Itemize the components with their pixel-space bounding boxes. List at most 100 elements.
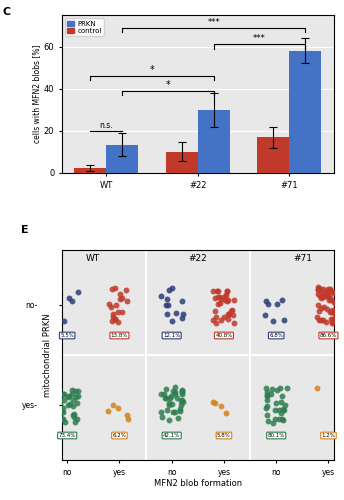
Point	[279, 392, 285, 400]
Text: 6.8%: 6.8%	[269, 333, 283, 338]
Point	[276, 415, 282, 423]
Point	[211, 398, 216, 406]
Text: 5.8%: 5.8%	[217, 433, 231, 438]
Point	[174, 309, 179, 317]
Text: 1.2%: 1.2%	[322, 433, 335, 438]
Point	[62, 418, 67, 426]
Point	[56, 318, 62, 326]
Point	[226, 316, 231, 324]
Point	[279, 414, 285, 422]
Point	[332, 309, 337, 317]
Text: *: *	[150, 65, 154, 75]
Point	[161, 390, 167, 398]
Point	[327, 308, 332, 316]
Point	[171, 408, 176, 416]
Point	[70, 390, 75, 398]
Point	[314, 384, 320, 392]
Point	[330, 316, 336, 324]
Point	[284, 384, 290, 392]
Point	[75, 288, 80, 296]
Point	[115, 404, 120, 412]
Point	[214, 286, 219, 294]
Text: 12.1%: 12.1%	[163, 333, 180, 338]
Point	[67, 392, 72, 400]
Point	[336, 312, 342, 320]
Point	[231, 319, 237, 327]
Point	[226, 310, 232, 318]
Point	[69, 386, 75, 394]
Point	[117, 295, 122, 303]
Point	[160, 413, 165, 421]
Point	[278, 408, 284, 416]
Point	[212, 307, 217, 315]
Point	[60, 408, 66, 416]
Point	[65, 392, 71, 400]
Point	[229, 306, 234, 314]
Point	[169, 284, 174, 292]
Point	[330, 318, 335, 326]
Point	[210, 316, 216, 324]
Point	[314, 312, 320, 320]
Point	[317, 292, 322, 300]
Point	[72, 413, 77, 421]
Point	[326, 287, 331, 295]
Point	[163, 386, 169, 394]
Point	[315, 284, 321, 292]
Point	[218, 316, 224, 324]
Point	[180, 314, 185, 322]
Point	[179, 388, 184, 396]
Point	[169, 392, 174, 400]
Text: yes-: yes-	[22, 400, 37, 409]
Point	[218, 295, 224, 303]
Point	[55, 404, 60, 412]
Bar	[106, 144, 138, 173]
Point	[277, 406, 282, 413]
Point	[165, 301, 170, 309]
Point	[230, 311, 235, 319]
Point	[273, 399, 279, 407]
Point	[225, 296, 231, 304]
Point	[169, 317, 175, 325]
Point	[123, 286, 129, 294]
Point	[334, 304, 340, 312]
Point	[328, 285, 333, 293]
Point	[109, 285, 115, 293]
Point	[318, 286, 323, 294]
Point	[60, 408, 65, 416]
Point	[110, 400, 116, 408]
Point	[177, 405, 182, 413]
Point	[125, 414, 130, 422]
Point	[74, 394, 79, 402]
Bar	[257, 137, 289, 173]
Point	[223, 292, 228, 300]
Point	[174, 394, 180, 402]
Point	[116, 318, 121, 326]
Point	[166, 416, 172, 424]
Point	[112, 284, 118, 292]
Point	[325, 291, 331, 299]
Point	[318, 304, 324, 312]
Point	[316, 306, 322, 314]
Point	[71, 396, 76, 404]
Point	[74, 399, 79, 407]
Point	[179, 396, 184, 404]
Point	[264, 396, 270, 404]
Text: 80.1%: 80.1%	[268, 433, 285, 438]
Text: 6.2%: 6.2%	[112, 433, 126, 438]
Point	[275, 386, 280, 394]
Point	[54, 386, 60, 394]
Point	[124, 411, 129, 419]
Point	[272, 415, 278, 423]
Point	[218, 402, 224, 410]
Point	[327, 294, 332, 302]
Point	[166, 286, 171, 294]
Point	[281, 406, 286, 413]
Point	[213, 313, 218, 321]
Point	[158, 408, 163, 416]
Point	[217, 299, 223, 307]
Point	[61, 390, 66, 398]
Point	[178, 397, 183, 405]
Y-axis label: cells with MFN2 blobs [%]: cells with MFN2 blobs [%]	[32, 44, 41, 143]
Point	[331, 298, 336, 306]
Point	[324, 288, 329, 296]
